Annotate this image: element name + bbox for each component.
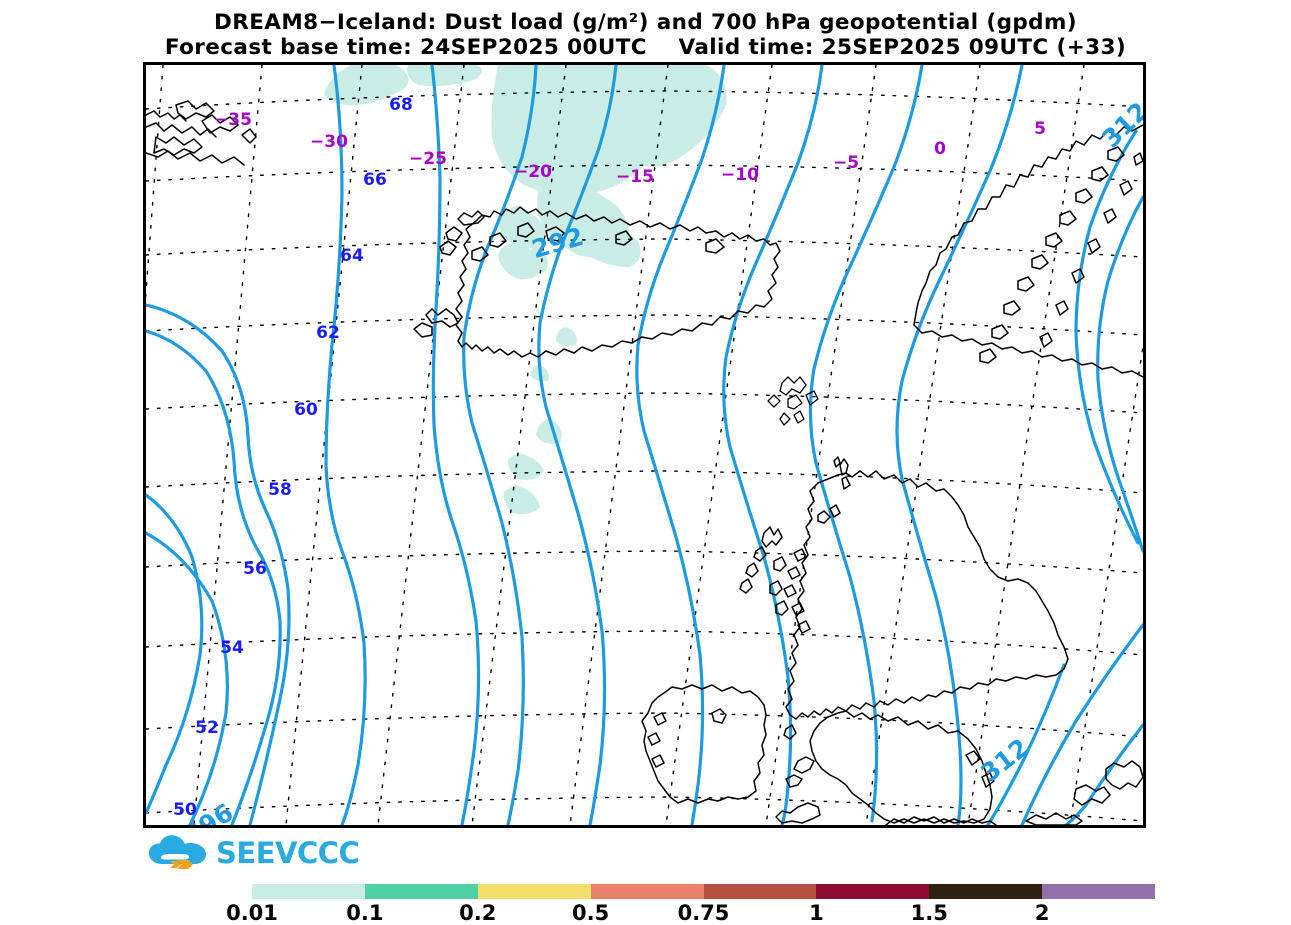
colorbar-swatch: [816, 884, 930, 899]
colorbar-tick-label: 0.01: [226, 901, 278, 925]
geopotential-contours-layer: [146, 65, 1143, 825]
lat-label: 68: [389, 95, 413, 115]
coastline-layer: [146, 100, 1143, 825]
contour-labels-layer: 292 296 312 312: [179, 96, 1143, 825]
lon-label: −20: [514, 162, 552, 182]
lat-label: 52: [195, 718, 219, 738]
colorbar-swatch: [1042, 884, 1155, 899]
lat-label: 64: [340, 246, 364, 266]
graticule-longitude-lines: [146, 65, 1143, 825]
map-canvas: 68 66 64 62 60 58 56 54 52 50 −35 −30 −2…: [146, 65, 1143, 825]
title-line-1: DREAM8−Iceland: Dust load (g/m²) and 700…: [214, 10, 1077, 35]
graticule-latitude-lines: [146, 90, 1143, 822]
lat-label: 54: [220, 638, 244, 658]
lat-label: 62: [316, 323, 340, 343]
colorbar: 0.01 0.1 0.2 0.5 0.75 1 1.5 2: [226, 884, 1155, 925]
map-plot-area: 68 66 64 62 60 58 56 54 52 50 −35 −30 −2…: [143, 62, 1146, 828]
colorbar-tick-label: 1: [809, 901, 824, 925]
colorbar-tick-label: 0.75: [677, 901, 730, 925]
logo-text: SEEVCCC: [216, 835, 360, 870]
contour-label: 312: [975, 733, 1034, 788]
lat-label: 56: [243, 559, 267, 579]
colorbar-tick-label: 1.5: [910, 901, 948, 925]
title-line-2: Forecast base time: 24SEP2025 00UTC Vali…: [164, 35, 1127, 60]
lat-label: 60: [294, 400, 318, 420]
colorbar-swatch: [252, 884, 365, 899]
colorbar-tick-label: 2: [1034, 901, 1050, 925]
colorbar-tick-label: 0.5: [572, 901, 610, 925]
lon-label: −25: [409, 149, 447, 169]
lon-label: −15: [616, 167, 654, 187]
lat-label: 58: [268, 480, 292, 500]
colorbar-swatch: [590, 884, 704, 899]
lat-label: 66: [363, 170, 387, 190]
colorbar-tick-label: 0.1: [346, 901, 384, 925]
colorbar-swatches: [252, 884, 1155, 899]
lon-label: −35: [214, 110, 252, 130]
lon-label: −30: [310, 132, 348, 152]
colorbar-swatch: [477, 884, 591, 899]
lon-label: −5: [833, 153, 859, 173]
seevccc-logo: SEEVCCC: [148, 833, 363, 873]
colorbar-tick-label: 0.2: [459, 901, 497, 925]
dust-load-shading-layer: [324, 65, 727, 515]
chart-title-block: DREAM8−Iceland: Dust load (g/m²) and 700…: [0, 10, 1291, 60]
lon-label: −10: [721, 165, 759, 185]
colorbar-swatch: [929, 884, 1043, 899]
colorbar-tick-labels: 0.01 0.1 0.2 0.5 0.75 1 1.5 2: [226, 901, 1155, 925]
colorbar-swatch: [364, 884, 478, 899]
latitude-labels-layer: 68 66 64 62 60 58 56 54 52 50: [173, 95, 413, 820]
longitude-labels-layer: −35 −30 −25 −20 −15 −10 −5 0 5: [214, 110, 1046, 187]
lon-label: 0: [934, 139, 946, 159]
colorbar-swatch: [703, 884, 817, 899]
contour-label: 312: [1096, 96, 1143, 153]
lat-label: 50: [173, 800, 197, 820]
cloud-icon: [149, 835, 206, 869]
lon-label: 5: [1034, 119, 1046, 139]
